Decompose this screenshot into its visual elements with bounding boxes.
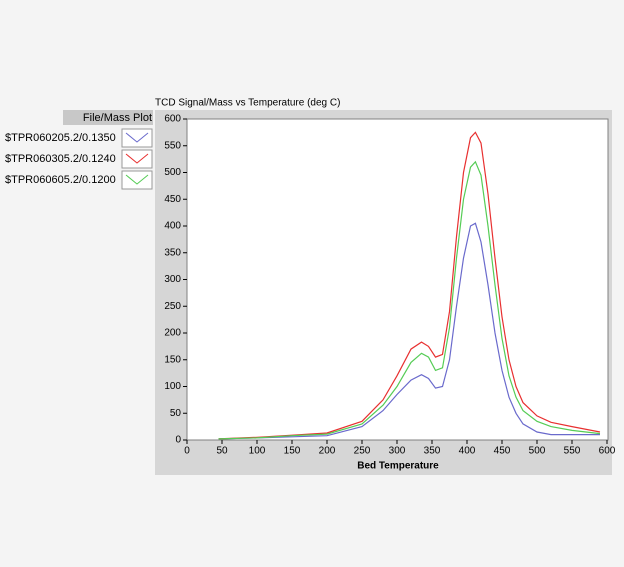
chart-title: TCD Signal/Mass vs Temperature (deg C) <box>155 98 340 109</box>
x-axis-label: Bed Temperature <box>357 461 439 472</box>
plot-area <box>186 118 609 441</box>
x-tick-label: 200 <box>319 446 336 457</box>
y-tick-label: 500 <box>164 167 181 178</box>
legend-swatch <box>125 132 149 143</box>
y-tick-label: 350 <box>164 247 181 258</box>
y-tick-label: 200 <box>164 328 181 339</box>
x-tick-label: 500 <box>529 446 546 457</box>
x-tick-label: 100 <box>249 446 266 457</box>
legend-swatch <box>125 153 149 164</box>
x-tick-label: 400 <box>459 446 476 457</box>
legend-swatch-box <box>121 170 153 190</box>
series-line <box>218 222 600 440</box>
x-tick-label: 50 <box>216 446 228 457</box>
x-tick-label: 550 <box>564 446 581 457</box>
x-tick-label: 250 <box>354 446 371 457</box>
y-tick-label: 100 <box>164 381 181 392</box>
y-tick-label: 300 <box>164 274 181 285</box>
series-line <box>218 131 601 440</box>
y-tick-label: 550 <box>164 140 181 151</box>
y-tick-label: 50 <box>170 408 182 419</box>
legend-label: $TPR060605.2/0.1200 <box>5 174 116 186</box>
x-tick-label: 450 <box>494 446 511 457</box>
x-tick-label: 0 <box>184 446 190 457</box>
y-tick-label: 450 <box>164 194 181 205</box>
x-tick-label: 300 <box>389 446 406 457</box>
series-line <box>218 160 601 440</box>
legend-header: File/Mass Plot <box>83 112 152 124</box>
legend-label: $TPR060205.2/0.1350 <box>5 132 116 144</box>
legend-header-bg <box>63 110 153 125</box>
y-tick-label: 150 <box>164 354 181 365</box>
legend-swatch-box <box>121 128 153 148</box>
x-tick-label: 600 <box>599 446 616 457</box>
x-tick-label: 350 <box>424 446 441 457</box>
legend-swatch <box>125 174 149 185</box>
y-tick-label: 600 <box>164 114 181 125</box>
y-tick-label: 0 <box>175 435 181 446</box>
legend-label: $TPR060305.2/0.1240 <box>5 153 116 165</box>
legend-swatch-box <box>121 149 153 169</box>
y-tick-label: 400 <box>164 221 181 232</box>
x-tick-label: 150 <box>284 446 301 457</box>
y-tick-label: 250 <box>164 301 181 312</box>
